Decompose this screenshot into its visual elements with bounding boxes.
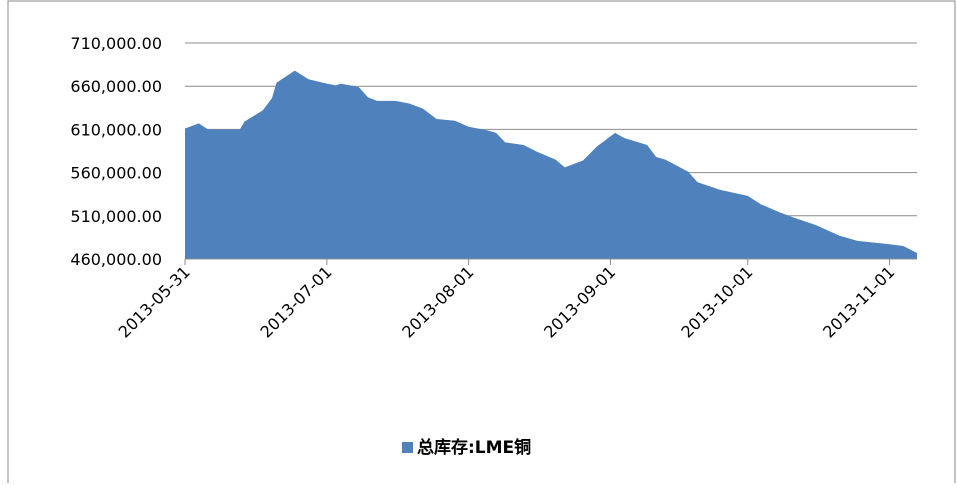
y-tick-label: 510,000.00 [70,207,162,226]
y-tick-label: 560,000.00 [70,164,162,183]
y-tick-label: 460,000.00 [70,250,162,269]
legend-label: 总库存:LME铜 [417,437,531,458]
y-tick-label: 710,000.00 [70,34,162,53]
legend-swatch [402,442,413,453]
area [185,70,917,259]
y-tick-label: 660,000.00 [70,77,162,96]
y-tick-label: 610,000.00 [70,120,162,139]
